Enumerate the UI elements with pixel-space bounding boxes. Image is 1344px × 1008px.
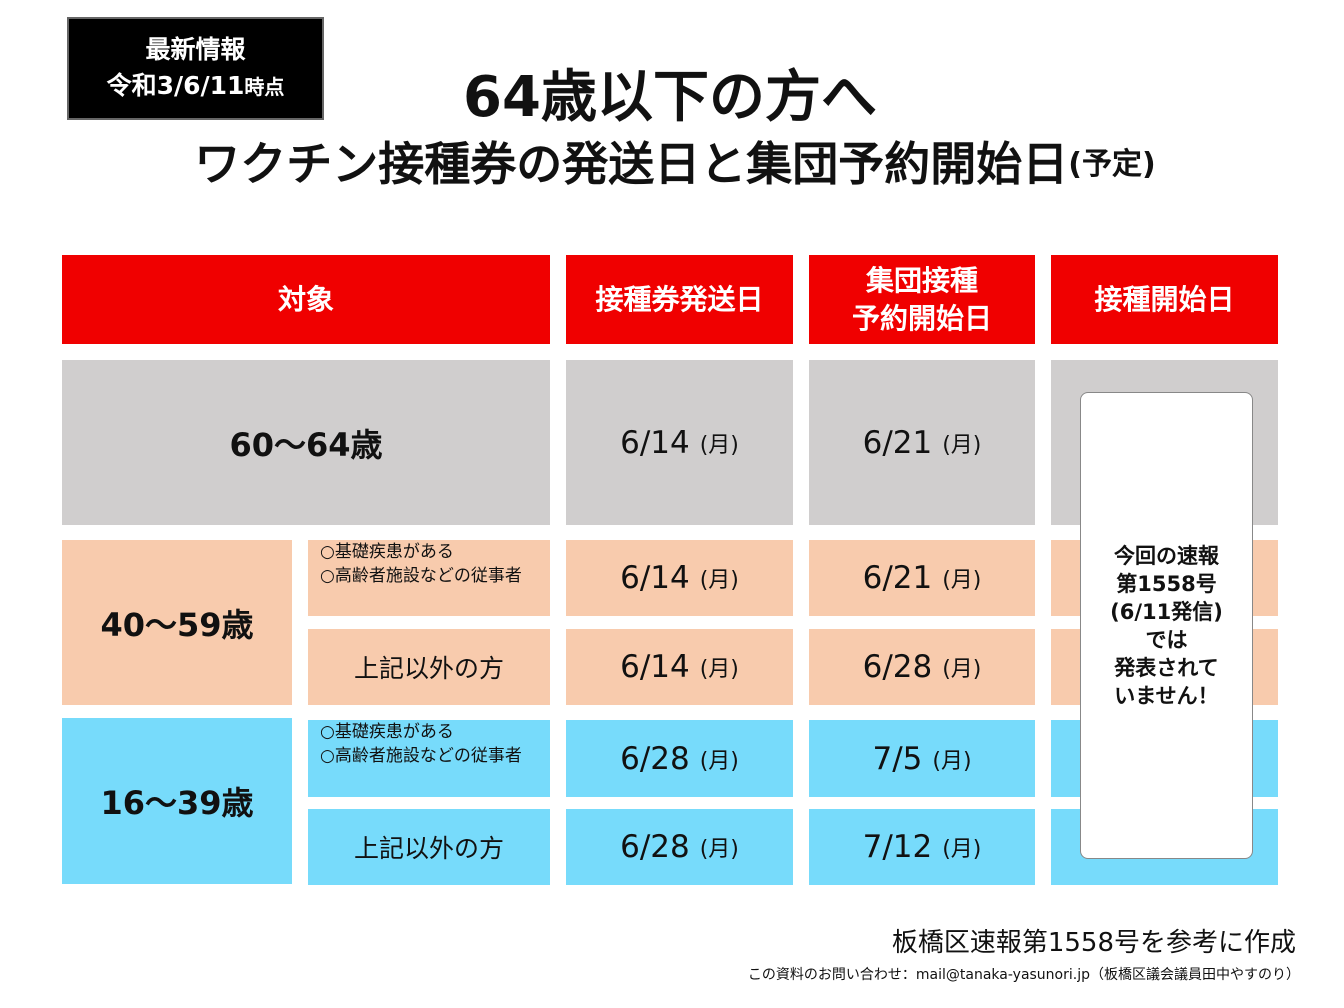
badge-date-suffix: 時点 bbox=[244, 75, 285, 99]
source-note: 板橋区速報第1558号を参考に作成 bbox=[891, 928, 1296, 958]
reserve-date-cell: 7/5 (月) bbox=[809, 720, 1035, 797]
latest-info-badge: 最新情報 令和3/6/11時点 bbox=[67, 17, 324, 120]
condition-other: 上記以外の方 bbox=[308, 629, 550, 705]
age-40-59: 40〜59歳 bbox=[62, 540, 292, 705]
reserve-date-cell: 6/21 (月) bbox=[809, 360, 1035, 525]
badge-date: 令和3/6/11 bbox=[106, 71, 245, 100]
send-date-cell: 6/14 (月) bbox=[566, 360, 793, 525]
reserve-date-cell: 6/28 (月) bbox=[809, 629, 1035, 705]
page-subtitle: ワクチン接種券の発送日と集団予約開始日 (予定) bbox=[60, 128, 1290, 193]
send-date-cell: 6/28 (月) bbox=[566, 720, 793, 797]
age-16-39: 16〜39歳 bbox=[62, 718, 292, 884]
badge-title: 最新情報 bbox=[145, 35, 246, 64]
send-date-cell: 6/14 (月) bbox=[566, 540, 793, 616]
condition-priority: ○基礎疾患がある ○高齢者施設などの従事者 bbox=[308, 540, 550, 616]
page-title: 64歳以下の方へ bbox=[463, 65, 877, 130]
send-date-cell: 6/14 (月) bbox=[566, 629, 793, 705]
condition-priority: ○基礎疾患がある ○高齢者施設などの従事者 bbox=[308, 720, 550, 797]
subtitle-text: ワクチン接種券の発送日と集団予約開始日 bbox=[194, 136, 1069, 191]
reserve-date-cell: 7/12 (月) bbox=[809, 809, 1035, 885]
contact-info: この資料のお問い合わせ：mail@tanaka-yasunori.jp（板橋区議… bbox=[747, 967, 1300, 983]
header-reserve-date: 集団接種 予約開始日 bbox=[809, 255, 1035, 344]
reserve-date-cell: 6/21 (月) bbox=[809, 540, 1035, 616]
age-60-64: 60〜64歳 bbox=[62, 360, 550, 525]
send-date-cell: 6/28 (月) bbox=[566, 809, 793, 885]
subtitle-suffix: (予定) bbox=[1068, 146, 1156, 182]
not-announced-note: 今回の速報 第1558号 (6/11発信) では 発表されて いません！ bbox=[1080, 392, 1253, 859]
header-send-date: 接種券発送日 bbox=[566, 255, 793, 344]
header-target: 対象 bbox=[62, 255, 550, 344]
header-start-date: 接種開始日 bbox=[1051, 255, 1278, 344]
condition-other: 上記以外の方 bbox=[308, 809, 550, 885]
